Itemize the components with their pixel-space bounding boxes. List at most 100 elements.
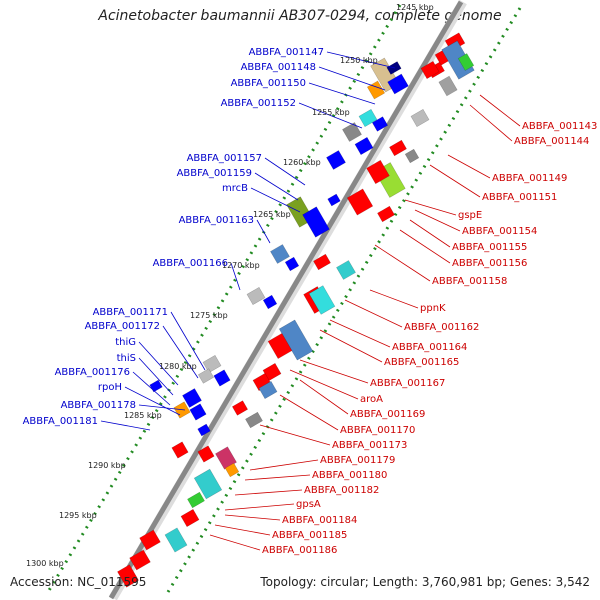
reverse-gene-feature (262, 294, 278, 310)
left-leader-line (230, 262, 241, 291)
right-gene-label: aroA (360, 394, 383, 405)
forward-gene-feature (180, 508, 200, 528)
reverse-gene-feature (358, 108, 378, 128)
right-gene-label: ABBFA_001154 (462, 226, 537, 237)
right-leader-line (329, 319, 391, 348)
reverse-gene-feature (202, 354, 222, 374)
kbp-tick-label: 1260 kbp (283, 158, 321, 167)
inner-ruler-ring (46, 4, 402, 593)
left-leader-line (264, 157, 306, 186)
left-gene-label: ABBFA_001157 (187, 153, 262, 164)
forward-gene-feature (164, 527, 188, 553)
right-gene-label: ABBFA_001182 (304, 485, 379, 496)
kbp-tick-label: 1245 kbp (396, 3, 434, 12)
right-leader-line (244, 474, 311, 481)
right-leader-line (209, 534, 261, 551)
kbp-tick-label: 1280 kbp (159, 362, 197, 371)
right-gene-label: ABBFA_001180 (312, 470, 387, 481)
left-gene-label: ABBFA_001178 (61, 400, 136, 411)
forward-gene-feature (438, 75, 458, 97)
right-gene-label: ABBFA_001185 (272, 530, 347, 541)
reverse-gene-feature (342, 122, 362, 142)
right-leader-line (224, 514, 281, 521)
right-leader-line (289, 369, 359, 400)
left-leader-line (170, 311, 206, 371)
reverse-gene-feature (246, 286, 266, 306)
right-leader-line (374, 244, 431, 282)
right-leader-line (234, 489, 303, 496)
reverse-gene-feature (189, 403, 207, 421)
forward-gene-feature (410, 108, 430, 128)
forward-gene-feature (377, 205, 395, 223)
left-gene-label: thiS (117, 353, 136, 364)
left-leader-line (250, 187, 301, 213)
right-leader-line (344, 299, 403, 328)
left-leader-line (298, 102, 363, 129)
forward-gene-feature (346, 188, 374, 216)
reverse-gene-feature (213, 369, 231, 387)
forward-strand-features (117, 32, 475, 588)
right-gene-label: ABBFA_001170 (340, 425, 415, 436)
kbp-tick-label: 1250 kbp (340, 56, 378, 65)
right-leader-line (249, 459, 319, 471)
left-leader-line (138, 357, 174, 396)
reverse-gene-feature (387, 73, 409, 95)
right-gene-label: ABBFA_001164 (392, 342, 467, 353)
forward-gene-feature (420, 60, 440, 80)
left-leader-line (100, 420, 151, 431)
accession-text: Accession: NC_011595 (10, 575, 147, 589)
left-gene-label: ABBFA_001150 (231, 78, 306, 89)
right-gene-label: gspE (458, 210, 482, 221)
right-leader-line (447, 154, 491, 179)
right-leader-line (429, 164, 481, 198)
left-gene-label: ABBFA_001172 (85, 321, 160, 332)
reverse-gene-feature (354, 136, 374, 156)
forward-gene-feature (245, 411, 263, 429)
left-leader-line (326, 51, 396, 69)
right-leader-line (469, 104, 513, 142)
forward-gene-feature (308, 285, 336, 315)
right-leader-line (399, 229, 451, 264)
right-gene-label: ABBFA_001162 (404, 322, 479, 333)
forward-gene-feature (171, 441, 189, 459)
right-gene-label: ABBFA_001149 (492, 173, 567, 184)
left-gene-label: rpoH (98, 382, 122, 393)
right-leader-line (409, 219, 451, 248)
left-gene-label: ABBFA_001166 (153, 258, 228, 269)
right-gene-label: ABBFA_001151 (482, 192, 557, 203)
forward-gene-feature (404, 148, 420, 164)
reverse-gene-feature (327, 193, 341, 207)
right-gene-label: ABBFA_001144 (514, 136, 589, 147)
right-gene-label: ABBFA_001158 (432, 276, 507, 287)
kbp-tick-label: 1265 kbp (253, 210, 291, 219)
right-leader-line (404, 199, 457, 216)
right-gene-label: gpsA (296, 499, 321, 510)
reverse-gene-feature (182, 388, 202, 408)
left-gene-label: mrcB (222, 183, 248, 194)
right-gene-label: ABBFA_001155 (452, 242, 527, 253)
left-leader-line (138, 341, 179, 386)
forward-gene-feature (187, 491, 205, 509)
right-leader-line (224, 503, 295, 511)
kbp-tick-label: 1275 kbp (190, 311, 228, 320)
left-leader-line (318, 66, 386, 91)
map-title: Acinetobacter baumannii AB307-0294, comp… (98, 8, 502, 24)
left-leader-line (162, 325, 199, 379)
kbp-tick-label: 1300 kbp (26, 559, 64, 568)
forward-gene-feature (267, 332, 293, 360)
right-leader-line (214, 524, 271, 536)
right-leader-line (414, 209, 461, 232)
right-leader-line (259, 424, 331, 446)
forward-gene-feature (193, 468, 223, 500)
forward-gene-feature (313, 253, 331, 271)
forward-gene-feature (129, 549, 151, 571)
left-gene-label: ABBFA_001181 (23, 416, 98, 427)
left-leader-line (256, 219, 271, 244)
left-gene-label: ABBFA_001159 (177, 168, 252, 179)
left-gene-label: ABBFA_001148 (241, 62, 316, 73)
forward-gene-feature (457, 53, 475, 71)
left-gene-label: ABBFA_001163 (179, 215, 254, 226)
label-leader-lines (100, 51, 521, 551)
right-gene-label: ABBFA_001169 (350, 409, 425, 420)
topology-text: Topology: circular; Length: 3,760,981 bp… (260, 575, 590, 589)
